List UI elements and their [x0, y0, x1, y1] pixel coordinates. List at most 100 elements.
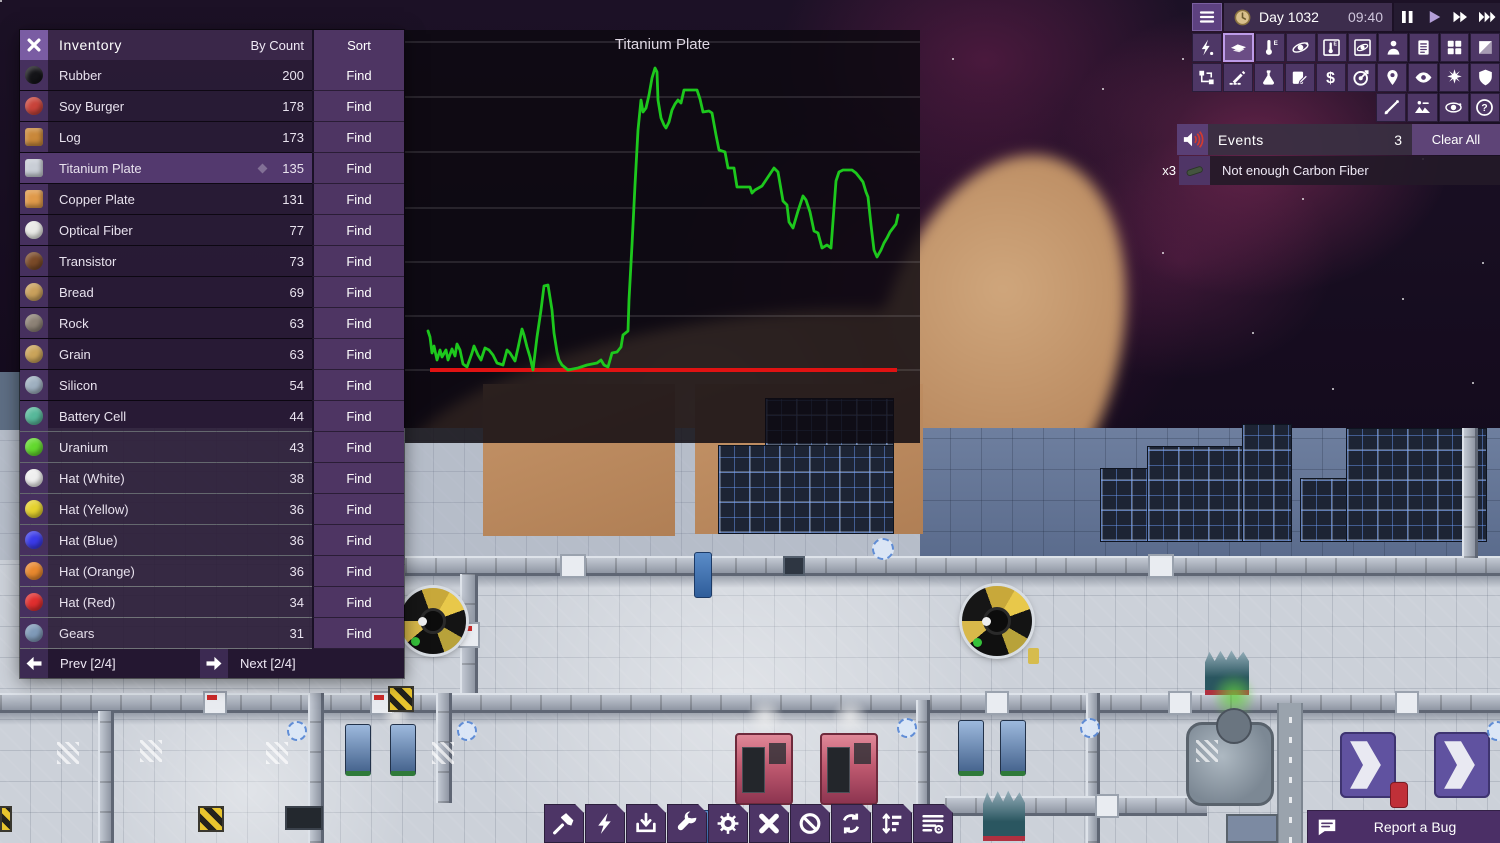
- demolish-button[interactable]: [749, 804, 789, 843]
- resources-overlay-button[interactable]: [1222, 33, 1255, 62]
- find-button[interactable]: Find: [312, 215, 404, 246]
- next-page-button[interactable]: [200, 649, 228, 678]
- loader-machine[interactable]: [1434, 732, 1490, 798]
- inventory-row-transistor[interactable]: Transistor 73 Find: [20, 246, 404, 277]
- teleporter[interactable]: [400, 588, 466, 654]
- find-button[interactable]: Find: [312, 122, 404, 153]
- tower-machine[interactable]: [345, 724, 371, 776]
- colonists-button[interactable]: [1378, 33, 1408, 62]
- door[interactable]: [1168, 691, 1192, 715]
- economy-button[interactable]: $: [1315, 63, 1346, 92]
- door[interactable]: [1095, 794, 1119, 818]
- menu-button[interactable]: [1192, 3, 1222, 31]
- prev-page-button[interactable]: [20, 649, 48, 678]
- inventory-row-battery-cell[interactable]: Battery Cell 44 Find: [20, 401, 404, 432]
- repair-button[interactable]: [667, 804, 707, 843]
- inventory-row-hat-white[interactable]: Hat (White) 38 Find: [20, 463, 404, 494]
- solar-array[interactable]: [1242, 424, 1292, 542]
- modules-button[interactable]: [1439, 33, 1470, 62]
- robot[interactable]: [1390, 782, 1408, 808]
- wall-pump-machine[interactable]: [694, 552, 712, 598]
- door[interactable]: [783, 556, 805, 576]
- visibility-button[interactable]: [1408, 63, 1439, 92]
- contracts-button[interactable]: [1284, 63, 1315, 92]
- install-button[interactable]: [626, 804, 666, 843]
- max-speed-button[interactable]: [1474, 3, 1500, 31]
- inventory-row-bread[interactable]: Bread 69 Find: [20, 277, 404, 308]
- inventory-row-silicon[interactable]: Silicon 54 Find: [20, 370, 404, 401]
- configure-button[interactable]: [708, 804, 748, 843]
- solar-array[interactable]: [1300, 478, 1348, 542]
- inventory-row-log[interactable]: Log 173 Find: [20, 122, 404, 153]
- build-button[interactable]: [544, 804, 584, 843]
- colonist[interactable]: [1028, 648, 1039, 664]
- inventory-row-rock[interactable]: Rock 63 Find: [20, 308, 404, 339]
- teleporter[interactable]: [962, 586, 1032, 656]
- cancel-button[interactable]: [790, 804, 830, 843]
- inventory-row-gears[interactable]: Gears 31 Find: [20, 618, 404, 649]
- inventory-row-grain[interactable]: Grain 63 Find: [20, 339, 404, 370]
- find-button[interactable]: Find: [312, 91, 404, 122]
- orbit-map-overlay-button[interactable]: [1347, 33, 1378, 62]
- factory-machine[interactable]: [820, 733, 878, 805]
- events-burst-button[interactable]: [1439, 63, 1470, 92]
- sort-button[interactable]: Sort: [312, 30, 404, 60]
- find-button[interactable]: Find: [312, 277, 404, 308]
- inventory-row-rubber[interactable]: Rubber 200 Find: [20, 60, 404, 91]
- research-button[interactable]: [1253, 63, 1284, 92]
- event-sound-toggle[interactable]: [1177, 124, 1208, 155]
- zones-button[interactable]: [1470, 33, 1500, 62]
- goals-button[interactable]: [1346, 63, 1377, 92]
- door[interactable]: [985, 691, 1009, 715]
- power-overlay-button[interactable]: [1192, 33, 1222, 62]
- find-button[interactable]: Find: [312, 184, 404, 215]
- orbit-overlay-button[interactable]: [1286, 33, 1316, 62]
- event-item[interactable]: x3 Not enough Carbon Fiber: [1152, 156, 1500, 185]
- pause-button[interactable]: [1394, 3, 1421, 31]
- inventory-row-hat-yellow[interactable]: Hat (Yellow) 36 Find: [20, 494, 404, 525]
- door[interactable]: [1148, 554, 1174, 578]
- inventory-row-titanium-plate[interactable]: Titanium Plate 135 Find: [20, 153, 404, 184]
- tower-machine[interactable]: [1000, 720, 1026, 776]
- floor-machine[interactable]: [1226, 814, 1278, 843]
- help-button[interactable]: ?: [1469, 93, 1500, 122]
- temperature-overlay-button[interactable]: E: [1255, 33, 1286, 62]
- report-bug-button[interactable]: Report a Bug: [1308, 811, 1500, 843]
- observe-button[interactable]: [1438, 93, 1469, 122]
- inventory-row-copper-plate[interactable]: Copper Plate 131 Find: [20, 184, 404, 215]
- find-button[interactable]: Find: [312, 401, 404, 432]
- find-button[interactable]: Find: [312, 525, 404, 556]
- clear-all-button[interactable]: Clear All: [1412, 124, 1500, 155]
- play-button[interactable]: [1421, 3, 1448, 31]
- find-button[interactable]: Find: [312, 587, 404, 618]
- find-button[interactable]: Find: [312, 246, 404, 277]
- find-button[interactable]: Find: [312, 556, 404, 587]
- priority-button[interactable]: [872, 804, 912, 843]
- power-button[interactable]: [585, 804, 625, 843]
- logistics-button[interactable]: [1192, 63, 1222, 92]
- find-button[interactable]: Find: [312, 60, 404, 91]
- floor-machine[interactable]: [285, 806, 323, 830]
- find-button[interactable]: Find: [312, 370, 404, 401]
- door[interactable]: [560, 554, 586, 578]
- locations-button[interactable]: [1377, 63, 1408, 92]
- temperature-map-overlay-button[interactable]: E: [1316, 33, 1347, 62]
- door[interactable]: [203, 691, 227, 715]
- find-button[interactable]: Find: [312, 494, 404, 525]
- inventory-row-hat-blue[interactable]: Hat (Blue) 36 Find: [20, 525, 404, 556]
- inventory-row-hat-orange[interactable]: Hat (Orange) 36 Find: [20, 556, 404, 587]
- find-button[interactable]: Find: [312, 339, 404, 370]
- door[interactable]: [1395, 691, 1419, 715]
- tower-machine[interactable]: [958, 720, 984, 776]
- find-button[interactable]: Find: [312, 618, 404, 649]
- inventory-row-hat-red[interactable]: Hat (Red) 34 Find: [20, 587, 404, 618]
- inventory-row-uranium[interactable]: Uranium 43 Find: [20, 432, 404, 463]
- find-button[interactable]: Find: [312, 153, 404, 184]
- production-settings-button[interactable]: [913, 804, 953, 843]
- decorate-button[interactable]: [1376, 93, 1407, 122]
- find-button[interactable]: Find: [312, 432, 404, 463]
- find-button[interactable]: Find: [312, 308, 404, 339]
- fast-forward-button[interactable]: [1447, 3, 1474, 31]
- loader-machine[interactable]: [1340, 732, 1396, 798]
- rotate-button[interactable]: [831, 804, 871, 843]
